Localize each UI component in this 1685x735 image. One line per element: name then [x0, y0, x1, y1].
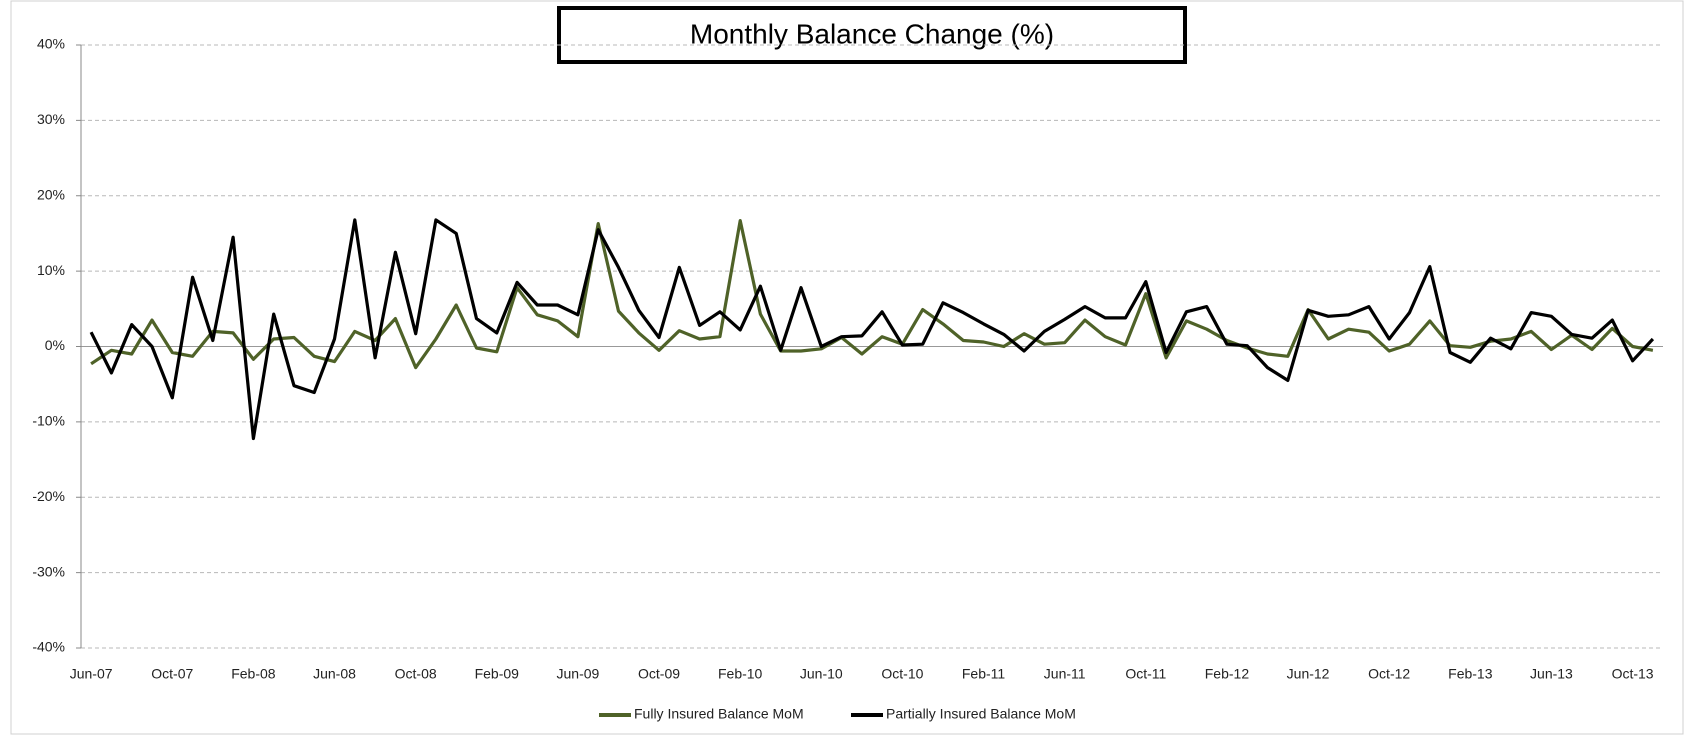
x-tick-label: Jun-09: [557, 666, 600, 682]
x-tick-label: Feb-12: [1205, 666, 1250, 682]
title-box: [557, 6, 1187, 64]
y-tick-label: 30%: [37, 111, 65, 127]
legend-label: Fully Insured Balance MoM: [634, 706, 804, 722]
legend-label: Partially Insured Balance MoM: [886, 706, 1076, 722]
y-tick-label: 40%: [37, 36, 65, 52]
x-tick-label: Jun-11: [1044, 666, 1086, 682]
x-tick-label: Jun-07: [70, 666, 113, 682]
x-tick-label: Jun-12: [1287, 666, 1330, 682]
y-tick-label: -10%: [32, 413, 65, 429]
y-tick-label: -40%: [32, 639, 65, 655]
y-tick-label: -30%: [32, 563, 65, 579]
series-line: [90, 219, 1654, 370]
x-tick-label: Oct-10: [881, 666, 923, 682]
x-tick-label: Feb-09: [475, 666, 520, 682]
x-tick-label: Feb-11: [962, 666, 1006, 682]
x-tick-label: Oct-09: [638, 666, 680, 682]
y-tick-label: 10%: [37, 262, 65, 278]
x-tick-label: Feb-10: [718, 666, 763, 682]
x-tick-label: Oct-11: [1125, 666, 1166, 682]
x-tick-label: Oct-12: [1368, 666, 1410, 682]
chart-border: [10, 0, 1684, 735]
y-tick-label: 20%: [37, 186, 65, 202]
x-tick-label: Jun-08: [313, 666, 356, 682]
series-line: [89, 218, 1655, 441]
y-tick-label: -20%: [32, 488, 65, 504]
y-tick-label: 0%: [45, 337, 65, 353]
x-tick-label: Jun-10: [800, 666, 843, 682]
x-tick-label: Feb-13: [1448, 666, 1493, 682]
x-tick-label: Feb-08: [231, 666, 276, 682]
x-tick-label: Oct-08: [395, 666, 437, 682]
x-tick-label: Jun-13: [1530, 666, 1573, 682]
chart-title: Monthly Balance Change (%): [690, 18, 1054, 49]
x-tick-label: Oct-07: [151, 666, 193, 682]
x-tick-label: Oct-13: [1612, 666, 1654, 682]
